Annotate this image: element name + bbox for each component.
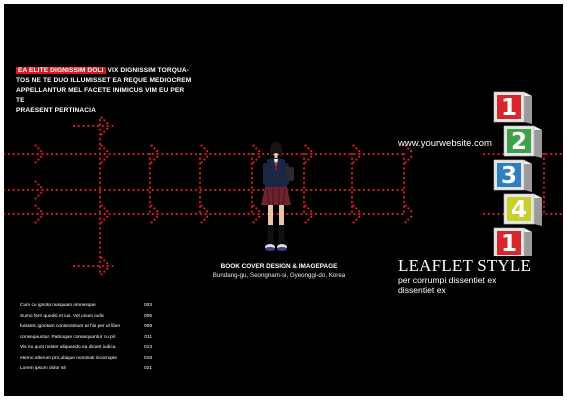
leaflet-title: LEAFLET STYLE <box>398 256 532 275</box>
toc-item-text: eterno alterum pro,ubique nominati incor… <box>20 355 118 361</box>
toc-item[interactable]: fuissetc,ignotam consectetuer at his per… <box>20 322 152 333</box>
number-cube: 1 <box>493 91 532 124</box>
intro-line1: VIX DIGNISSIM TORQUA- <box>105 67 190 74</box>
toc-item-page: 003 <box>143 303 152 308</box>
cube-digit: 1 <box>501 95 517 121</box>
intro-line3: APPELLANTUR MEL FACETE INIMICUS VIM EU P… <box>16 87 185 104</box>
cube-digit: 3 <box>501 163 517 189</box>
toc-item-text: Sumo ferri quodsi et ius. Vel unum iudic <box>20 313 105 319</box>
number-cube: 2 <box>503 125 542 158</box>
intro-text: EA ELITE DIGNISSIM DOLI VIX DIGNISSIM TO… <box>16 66 194 116</box>
intro-line2: TOS NE TE DUO ILLUMISSET EA REQUE MEDIOC… <box>16 77 192 84</box>
cube-digit: 2 <box>511 129 527 155</box>
number-cube: 4 <box>503 193 542 226</box>
toc-item-page: 005 <box>143 313 152 319</box>
toc-item-page: 009 <box>143 324 152 329</box>
intro-highlight: EA ELITE DIGNISSIM DOLI <box>16 67 106 74</box>
number-cube: 1 <box>493 227 532 256</box>
toc-item-text: consequuntur. Patrioque consequuntur cu … <box>20 334 116 340</box>
table-of-contents: Cum cu ignota nusquam omnesque 003 Sumo fe… <box>20 301 152 375</box>
toc-item[interactable]: consequuntur. Patrioque consequuntur cu … <box>20 333 152 344</box>
leaflet-page: EA ELITE DIGNISSIM DOLI VIX DIGNISSIM TO… <box>4 4 563 396</box>
toc-item-text: Lorem ipsum dolor sit <box>20 366 66 371</box>
number-cube: 3 <box>493 159 532 192</box>
cover-caption: BOOK COVER DESIGN & IMAGEPAGE Bundang-gu… <box>209 262 349 280</box>
dot-arrow-pattern <box>4 116 562 276</box>
leaflet-subtitle-line2: dissentiet ex <box>398 285 446 295</box>
caption-address: Bundang-gu, Seongnam-si, Gyeonggi-do, Ko… <box>212 272 346 279</box>
intro-line4: PRAESENT PERTINACIA <box>16 107 96 114</box>
student-photo <box>261 142 294 251</box>
toc-item[interactable]: Vis no quot noster aliquando ea dicant i… <box>20 343 152 354</box>
website-link[interactable]: www.yourwebsite.com <box>398 138 492 149</box>
caption-title: BOOK COVER DESIGN & IMAGEPAGE <box>220 263 338 270</box>
leaflet-subtitle: per corrumpi dissentiet ex dissentiet ex <box>398 275 548 295</box>
number-cubes: 1 2 3 4 1 <box>493 91 542 256</box>
cube-digit: 1 <box>501 231 517 256</box>
toc-item-text: Vis no quot noster aliquando ea dicant i… <box>20 345 116 350</box>
toc-item-text: Cum cu ignota nusquam omnesque <box>20 303 96 308</box>
toc-item[interactable]: eterno alterum pro,ubique nominati incor… <box>20 354 152 365</box>
leaflet-subtitle-line1: per corrumpi dissentiet ex <box>398 275 497 285</box>
toc-item[interactable]: Cum cu ignota nusquam omnesque 003 <box>20 301 152 312</box>
toc-item[interactable]: Sumo ferri quodsi et ius. Vel unum iudic… <box>20 312 152 323</box>
toc-item-text: fuissetc,ignotam consectetuer at his per… <box>20 324 121 329</box>
toc-item-page: 018 <box>143 355 152 361</box>
toc-item-page: 013 <box>143 345 152 350</box>
toc-item[interactable]: Lorem ipsum dolor sit 021 <box>20 364 152 375</box>
cube-digit: 4 <box>511 197 527 223</box>
toc-item-page: 011 <box>144 334 152 340</box>
toc-item-page: 021 <box>143 366 152 371</box>
